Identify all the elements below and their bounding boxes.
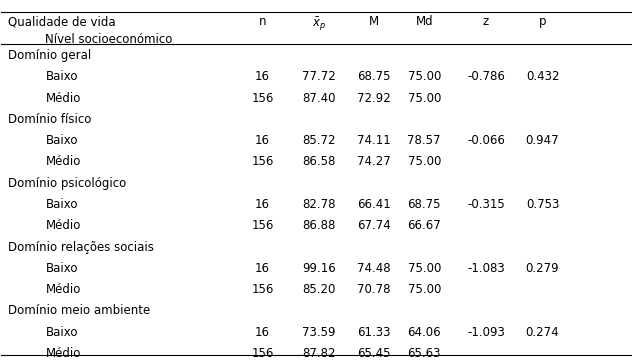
Text: Domínio psicológico: Domínio psicológico <box>8 177 126 190</box>
Text: 75.00: 75.00 <box>408 70 441 83</box>
Text: 66.41: 66.41 <box>357 198 391 211</box>
Text: 87.82: 87.82 <box>302 347 336 360</box>
Text: 64.06: 64.06 <box>408 326 441 339</box>
Text: Baixo: Baixo <box>46 134 78 147</box>
Text: 77.72: 77.72 <box>302 70 336 83</box>
Text: Domínio geral: Domínio geral <box>8 49 91 62</box>
Text: 75.00: 75.00 <box>408 262 441 275</box>
Text: 16: 16 <box>255 262 270 275</box>
Text: Médio: Médio <box>46 155 81 168</box>
Text: 82.78: 82.78 <box>302 198 336 211</box>
Text: 86.58: 86.58 <box>303 155 336 168</box>
Text: 72.92: 72.92 <box>357 91 391 104</box>
Text: Domínio físico: Domínio físico <box>8 113 91 126</box>
Text: n: n <box>258 15 266 28</box>
Text: 74.48: 74.48 <box>357 262 391 275</box>
Text: Médio: Médio <box>46 347 81 360</box>
Text: Baixo: Baixo <box>46 198 78 211</box>
Text: 73.59: 73.59 <box>302 326 336 339</box>
Text: 16: 16 <box>255 326 270 339</box>
Text: 86.88: 86.88 <box>303 219 336 232</box>
Text: Médio: Médio <box>46 219 81 232</box>
Text: 75.00: 75.00 <box>408 283 441 296</box>
Text: 156: 156 <box>252 155 274 168</box>
Text: Nível socioeconómico: Nível socioeconómico <box>46 33 173 46</box>
Text: 156: 156 <box>252 347 274 360</box>
Text: -0.786: -0.786 <box>467 70 505 83</box>
Text: Baixo: Baixo <box>46 326 78 339</box>
Text: 0.432: 0.432 <box>526 70 559 83</box>
Text: $\bar{x}_p$: $\bar{x}_p$ <box>312 15 326 32</box>
Text: 61.33: 61.33 <box>357 326 391 339</box>
Text: 0.274: 0.274 <box>526 326 559 339</box>
Text: 16: 16 <box>255 70 270 83</box>
Text: 16: 16 <box>255 198 270 211</box>
Text: Médio: Médio <box>46 91 81 104</box>
Text: Domínio meio ambiente: Domínio meio ambiente <box>8 304 150 317</box>
Text: 0.753: 0.753 <box>526 198 559 211</box>
Text: 87.40: 87.40 <box>302 91 336 104</box>
Text: 68.75: 68.75 <box>357 70 391 83</box>
Text: 16: 16 <box>255 134 270 147</box>
Text: 156: 156 <box>252 283 274 296</box>
Text: Qualidade de vida: Qualidade de vida <box>8 15 115 28</box>
Text: Médio: Médio <box>46 283 81 296</box>
Text: 65.63: 65.63 <box>408 347 441 360</box>
Text: -0.066: -0.066 <box>467 134 505 147</box>
Text: p: p <box>538 15 546 28</box>
Text: 75.00: 75.00 <box>408 91 441 104</box>
Text: Baixo: Baixo <box>46 70 78 83</box>
Text: 75.00: 75.00 <box>408 155 441 168</box>
Text: 99.16: 99.16 <box>302 262 336 275</box>
Text: -1.093: -1.093 <box>467 326 505 339</box>
Text: 68.75: 68.75 <box>408 198 441 211</box>
Text: -1.083: -1.083 <box>467 262 505 275</box>
Text: 156: 156 <box>252 219 274 232</box>
Text: 85.72: 85.72 <box>302 134 336 147</box>
Text: 156: 156 <box>252 91 274 104</box>
Text: 74.27: 74.27 <box>357 155 391 168</box>
Text: M: M <box>369 15 379 28</box>
Text: Domínio relações sociais: Domínio relações sociais <box>8 240 154 253</box>
Text: 85.20: 85.20 <box>303 283 336 296</box>
Text: 74.11: 74.11 <box>357 134 391 147</box>
Text: z: z <box>483 15 489 28</box>
Text: 70.78: 70.78 <box>357 283 391 296</box>
Text: 0.279: 0.279 <box>526 262 559 275</box>
Text: 78.57: 78.57 <box>408 134 441 147</box>
Text: 66.67: 66.67 <box>408 219 441 232</box>
Text: -0.315: -0.315 <box>467 198 505 211</box>
Text: 67.74: 67.74 <box>357 219 391 232</box>
Text: Baixo: Baixo <box>46 262 78 275</box>
Text: Md: Md <box>415 15 433 28</box>
Text: 0.947: 0.947 <box>526 134 559 147</box>
Text: 65.45: 65.45 <box>357 347 391 360</box>
